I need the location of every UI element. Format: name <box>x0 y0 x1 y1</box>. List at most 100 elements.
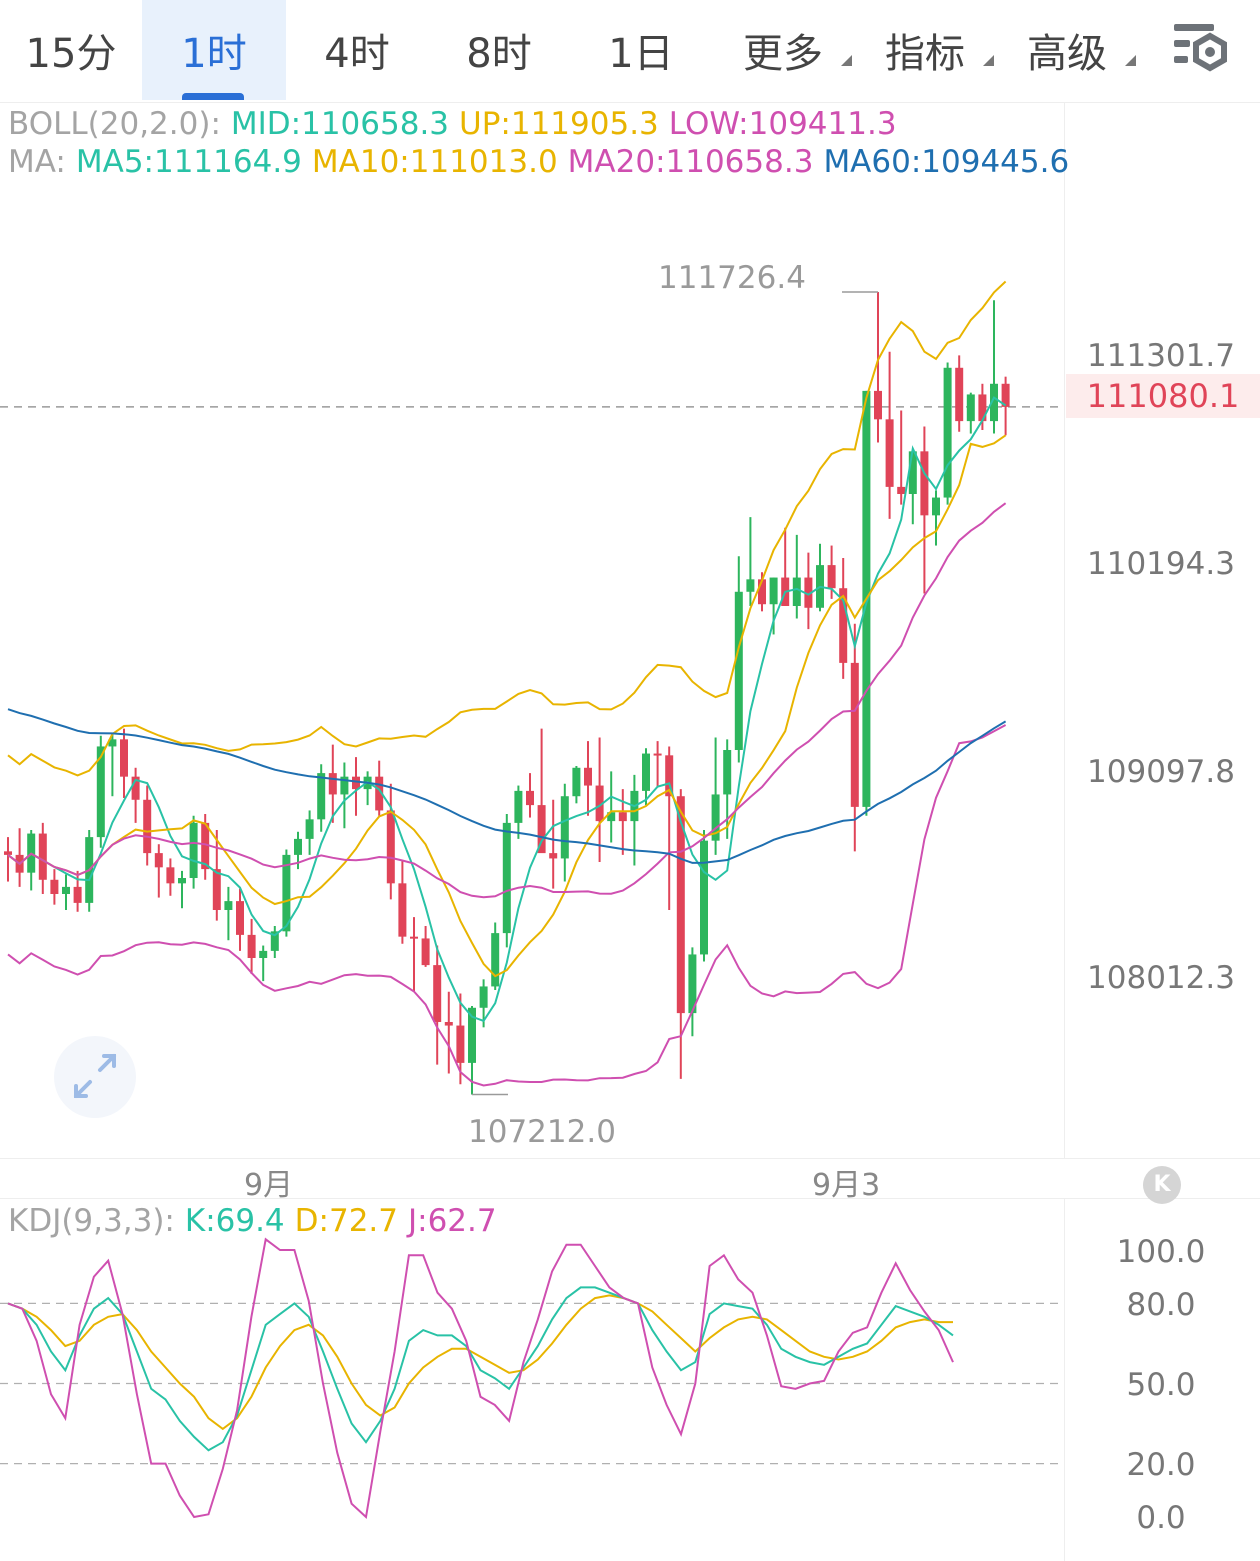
chart-settings-icon[interactable] <box>1168 16 1232 80</box>
ma5-value: MA5:111164.9 <box>75 144 302 180</box>
ma10-value: MA10:111013.0 <box>311 144 558 180</box>
candle-body <box>236 901 244 935</box>
kdj-axis-divider <box>1064 1198 1065 1561</box>
fullscreen-expand-button[interactable] <box>54 1036 136 1118</box>
candle-body <box>456 1025 465 1063</box>
candle-body <box>665 755 674 797</box>
boll-mid-value: MID:110658.3 <box>230 106 450 142</box>
dropdown-triangle-icon <box>983 55 994 66</box>
candle-body <box>1001 383 1010 407</box>
tab-8hour[interactable]: 8时 <box>428 0 570 100</box>
tabbar-divider <box>0 102 1260 103</box>
candle-body <box>154 853 163 868</box>
kdj-d-line <box>7 1294 953 1431</box>
candle-body <box>247 934 256 958</box>
tab-label: 15分 <box>25 31 117 77</box>
candle-body <box>653 753 662 756</box>
candle-body <box>955 367 964 422</box>
candle-body <box>108 739 117 747</box>
candle-body <box>607 812 616 822</box>
candle-body <box>143 799 152 854</box>
candle-body <box>4 851 12 855</box>
ma20-line <box>7 502 1007 899</box>
candle-body <box>294 838 302 855</box>
ma20-value: MA20:110658.3 <box>567 144 814 180</box>
max-price-marker: 111726.4 <box>658 260 806 296</box>
tab-1day[interactable]: 1日 <box>570 0 712 100</box>
candle-body <box>375 776 384 811</box>
kline-badge-icon[interactable]: K <box>1143 1166 1181 1204</box>
candle-body <box>572 767 581 797</box>
tab-more-dropdown[interactable]: 更多 <box>712 0 854 100</box>
tab-advanced-dropdown[interactable]: 高级 <box>996 0 1138 100</box>
active-tab-indicator <box>182 93 244 100</box>
candle-body <box>526 790 534 806</box>
tab-label: 4时 <box>324 31 390 77</box>
candle-body <box>50 879 59 894</box>
candle-body <box>943 367 952 498</box>
candle-body <box>908 451 917 494</box>
date-axis-label: 9月 <box>244 1168 294 1203</box>
tab-label: 更多 <box>743 31 823 77</box>
kdj-legend-name: KDJ(9,3,3): <box>8 1203 175 1239</box>
current-price-label: 111080.1 <box>1066 374 1260 418</box>
tab-indicators-dropdown[interactable]: 指标 <box>854 0 996 100</box>
candle-body <box>328 773 337 795</box>
timeframe-tab-bar: 15分 1时 4时 8时 1日 更多 指标 高级 <box>0 0 1260 100</box>
candle-body <box>711 794 720 841</box>
price-axis-divider <box>1064 102 1065 1158</box>
candle-body <box>73 886 82 903</box>
tab-1hour[interactable]: 1时 <box>142 0 286 100</box>
candle-body <box>317 773 326 820</box>
boll-legend: BOLL(20,2.0): MID:110658.3 UP:111905.3 LOW:… <box>8 106 907 142</box>
candle-body <box>514 790 523 823</box>
candle-body <box>62 886 70 894</box>
boll-upper-line <box>7 280 1007 777</box>
kdj-axis-label: 0.0 <box>1136 1500 1186 1536</box>
candle-body <box>618 812 627 822</box>
boll-low-value: LOW:109411.3 <box>668 106 897 142</box>
ma60-value: MA60:109445.6 <box>823 144 1070 180</box>
candle-body <box>537 805 546 854</box>
price-axis-label: 109097.8 <box>1087 754 1235 790</box>
tab-label: 指标 <box>885 31 965 77</box>
price-axis-label: 111301.7 <box>1087 338 1235 374</box>
candle-body <box>874 390 882 420</box>
tab-label: 1时 <box>181 31 247 77</box>
kdj-j-line <box>7 1237 954 1519</box>
price-axis-label: 110194.3 <box>1087 546 1235 582</box>
candle-body <box>676 796 685 1014</box>
candle-body <box>479 986 488 1008</box>
candle-body <box>282 854 291 932</box>
candle-body <box>352 776 360 790</box>
kdj-axis-label: 80.0 <box>1126 1287 1196 1323</box>
tab-15min[interactable]: 15分 <box>0 0 142 100</box>
candle-body <box>885 419 894 487</box>
kdj-d-value: D:72.7 <box>294 1203 398 1239</box>
candlestick-chart[interactable] <box>0 0 1260 1160</box>
date-axis-label: 9月3 <box>812 1168 881 1203</box>
candle-body <box>839 588 848 663</box>
min-price-marker: 107212.0 <box>468 1114 616 1150</box>
candle-body <box>642 753 650 791</box>
candle-body <box>584 767 592 786</box>
candle-body <box>769 577 778 605</box>
tab-4hour[interactable]: 4时 <box>286 0 428 100</box>
candle-body <box>723 750 732 795</box>
candle-body <box>386 810 395 884</box>
candle-body <box>804 577 813 608</box>
candle-body <box>96 746 105 838</box>
ma10-line <box>7 434 1007 978</box>
candle-body <box>932 497 940 516</box>
price-axis-label: 108012.3 <box>1087 960 1235 996</box>
date-axis-divider <box>0 1198 1260 1199</box>
candle-body <box>595 785 604 822</box>
candle-body <box>201 822 210 870</box>
candle-body <box>734 591 743 750</box>
ma60-line <box>7 708 1007 864</box>
candle-body <box>560 796 569 859</box>
candle-body <box>850 662 859 807</box>
tab-label: 高级 <box>1027 31 1107 77</box>
candle-body <box>433 965 442 1022</box>
